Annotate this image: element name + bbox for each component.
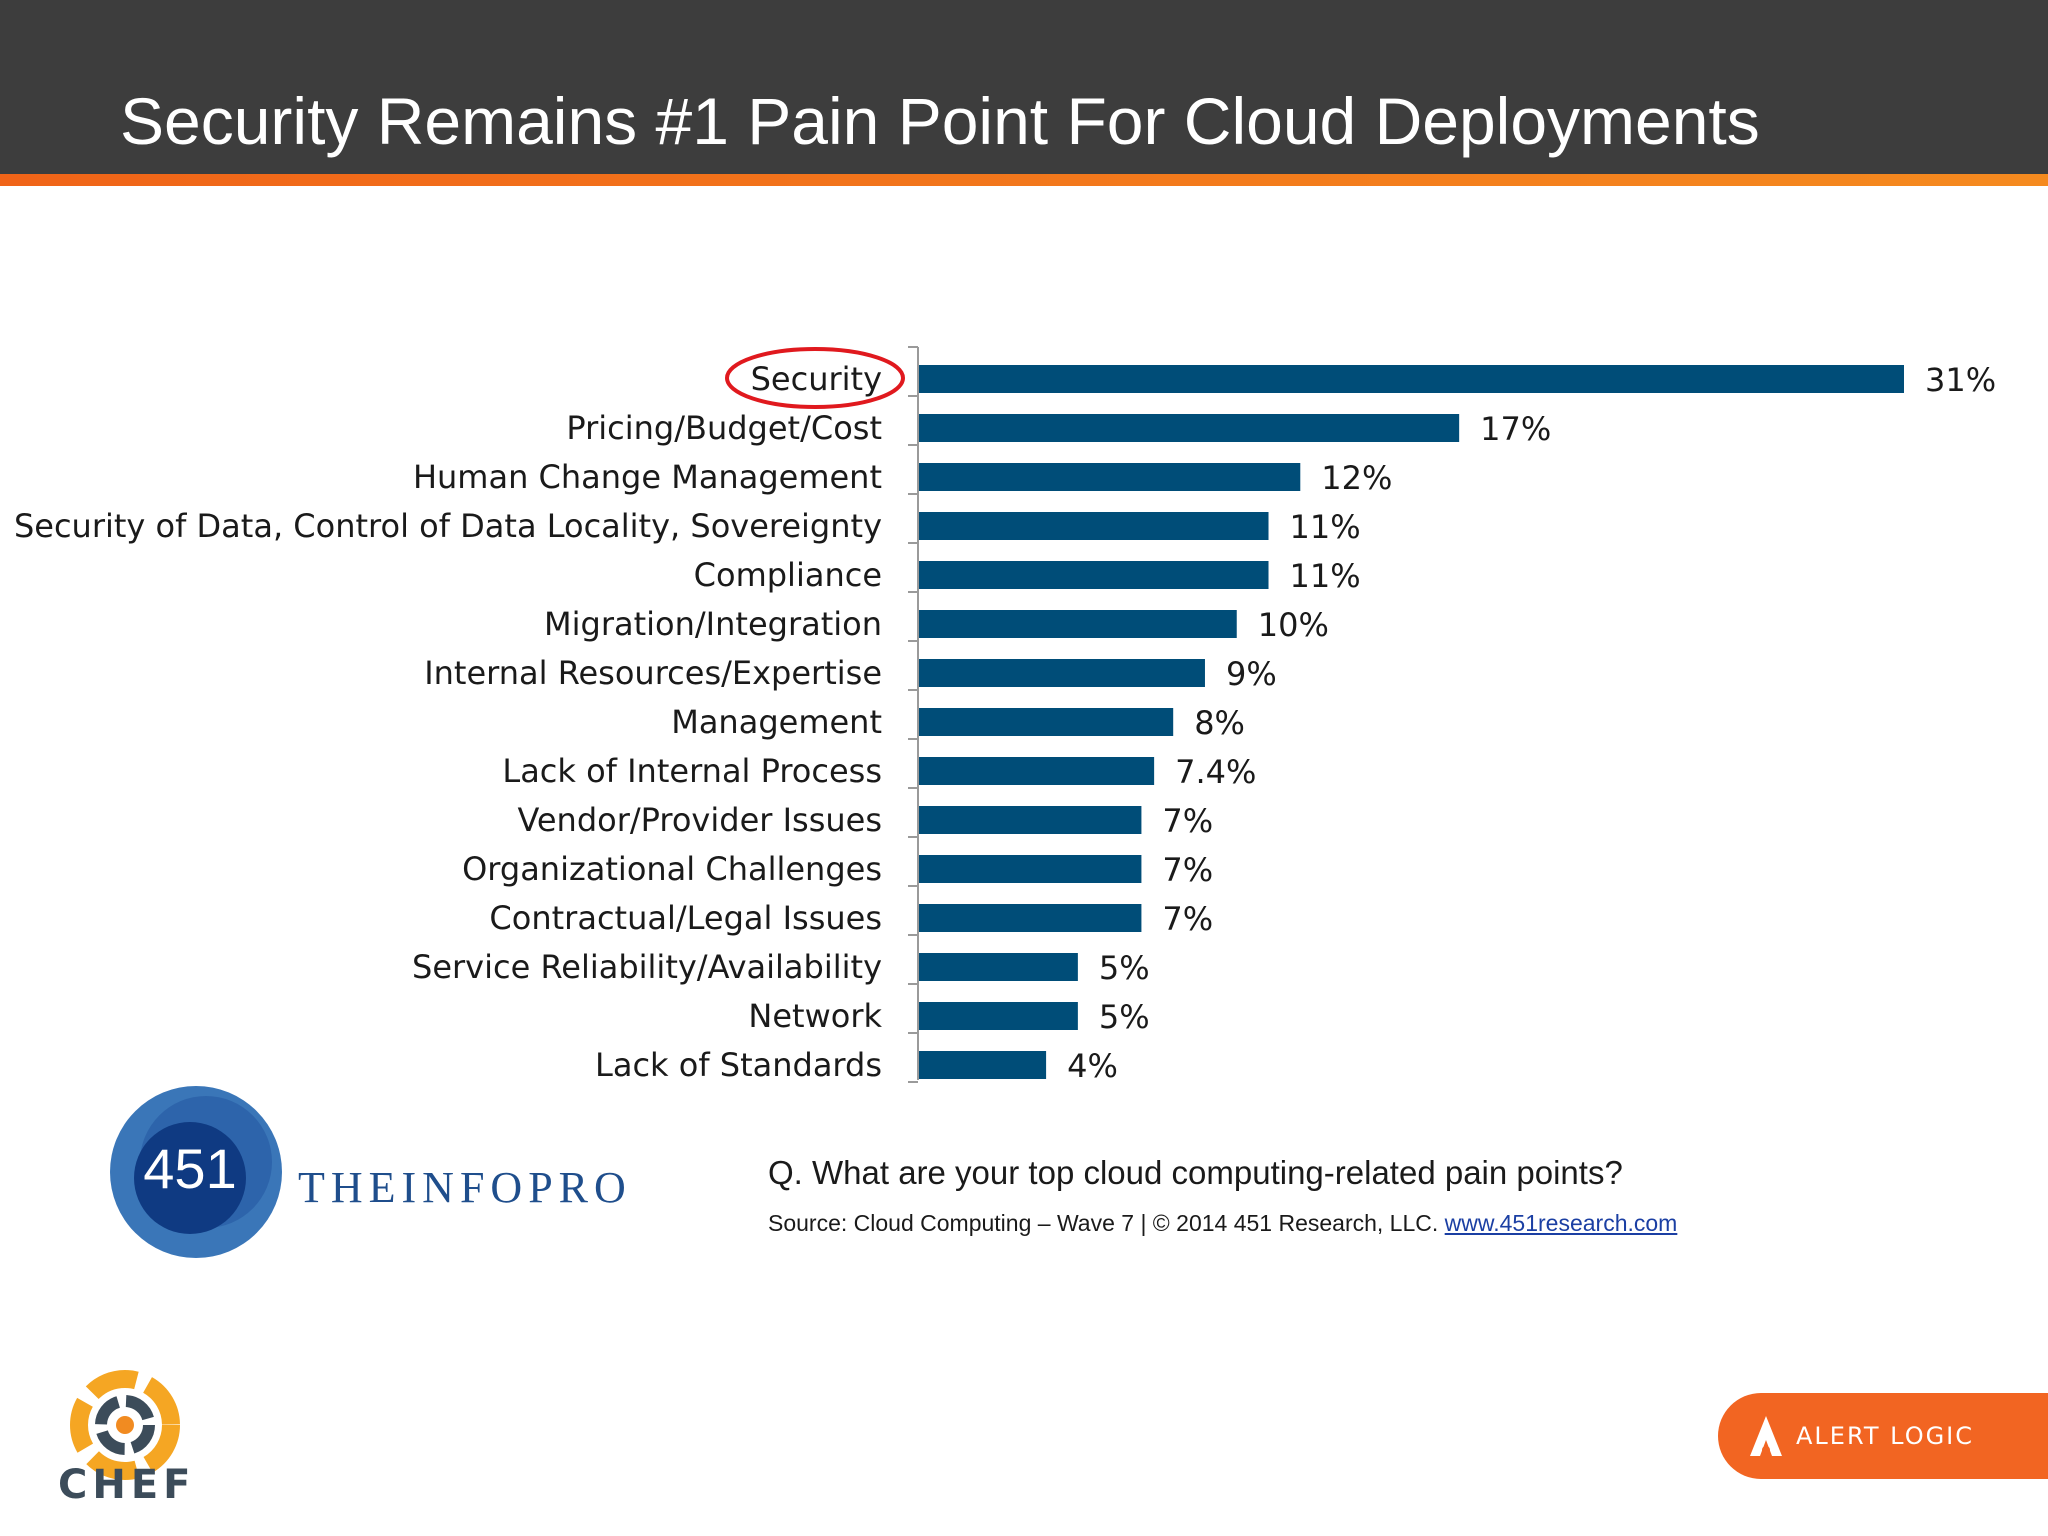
bar	[919, 1002, 1078, 1030]
bar	[919, 463, 1301, 491]
bar	[919, 414, 1460, 442]
category-label: Pricing/Budget/Cost	[566, 409, 882, 447]
value-label: 7%	[1162, 851, 1213, 889]
source-note: Source: Cloud Computing – Wave 7 | © 201…	[768, 1210, 1677, 1237]
category-label: Vendor/Provider Issues	[517, 801, 882, 839]
bar	[919, 610, 1237, 638]
value-label: 10%	[1258, 606, 1329, 644]
category-label: Lack of Standards	[595, 1046, 882, 1084]
value-label: 31%	[1925, 361, 1996, 399]
bar	[919, 1051, 1047, 1079]
bar	[919, 806, 1142, 834]
logo-theinfopro-text: THEINFOPRO	[298, 1163, 632, 1212]
category-label: Network	[748, 997, 882, 1035]
logo-451-text: 451	[143, 1137, 236, 1200]
category-label: Compliance	[694, 556, 882, 594]
category-label: Internal Resources/Expertise	[424, 654, 882, 692]
value-label: 5%	[1099, 998, 1150, 1036]
value-label: 12%	[1321, 459, 1392, 497]
category-label: Lack of Internal Process	[502, 752, 882, 790]
451-theinfopro-logo: 451 THEINFOPRO	[110, 1086, 632, 1258]
bar	[919, 904, 1142, 932]
bar	[919, 365, 1904, 393]
chef-ring-inner	[95, 1395, 155, 1455]
category-label: Migration/Integration	[544, 605, 882, 643]
value-label: 11%	[1290, 508, 1361, 546]
logo-circle-inner	[134, 1122, 246, 1234]
value-label: 17%	[1480, 410, 1551, 448]
category-label: Organizational Challenges	[462, 850, 882, 888]
bar-chart: Security 31% Pricing/Budget/Cost 17% Human C…	[14, 346, 1996, 1085]
chef-wordmark: CHEF	[58, 1462, 196, 1508]
alert-logic-a-icon	[1750, 1416, 1782, 1456]
category-label: Security	[751, 360, 882, 398]
value-label: 4%	[1067, 1047, 1118, 1085]
header-bar	[0, 0, 2048, 174]
alert-logic-badge: ALERT LOGIC	[1718, 1393, 2048, 1479]
value-label: 5%	[1099, 949, 1150, 987]
highlight-ring	[725, 347, 905, 409]
header-accent-stripe	[0, 174, 2048, 186]
value-label: 9%	[1226, 655, 1277, 693]
category-label: Contractual/Legal Issues	[489, 899, 882, 937]
value-label: 7%	[1162, 900, 1213, 938]
category-label: Management	[671, 703, 882, 741]
value-label: 7%	[1162, 802, 1213, 840]
category-label: Service Reliability/Availability	[412, 948, 882, 986]
bar	[919, 757, 1155, 785]
source-link[interactable]: www.451research.com	[1444, 1210, 1678, 1236]
bar	[919, 561, 1269, 589]
bar	[919, 855, 1142, 883]
value-label: 11%	[1290, 557, 1361, 595]
bar	[919, 953, 1078, 981]
chef-core	[116, 1416, 134, 1434]
chef-logo-icon	[70, 1370, 180, 1480]
value-label: 7.4%	[1175, 753, 1256, 791]
bar	[919, 708, 1174, 736]
alert-logic-wordmark: ALERT LOGIC	[1796, 1422, 1975, 1450]
chef-ring-outer	[70, 1370, 180, 1480]
survey-question: Q. What are your top cloud computing-rel…	[768, 1154, 1623, 1191]
slide-title: Security Remains #1 Pain Point For Cloud…	[120, 84, 1760, 158]
bar	[919, 659, 1205, 687]
category-label: Security of Data, Control of Data Locali…	[14, 507, 882, 545]
category-label: Human Change Management	[413, 458, 882, 496]
value-label: 8%	[1194, 704, 1245, 742]
bar	[919, 512, 1269, 540]
source-text: Source: Cloud Computing – Wave 7 | © 201…	[768, 1210, 1439, 1236]
